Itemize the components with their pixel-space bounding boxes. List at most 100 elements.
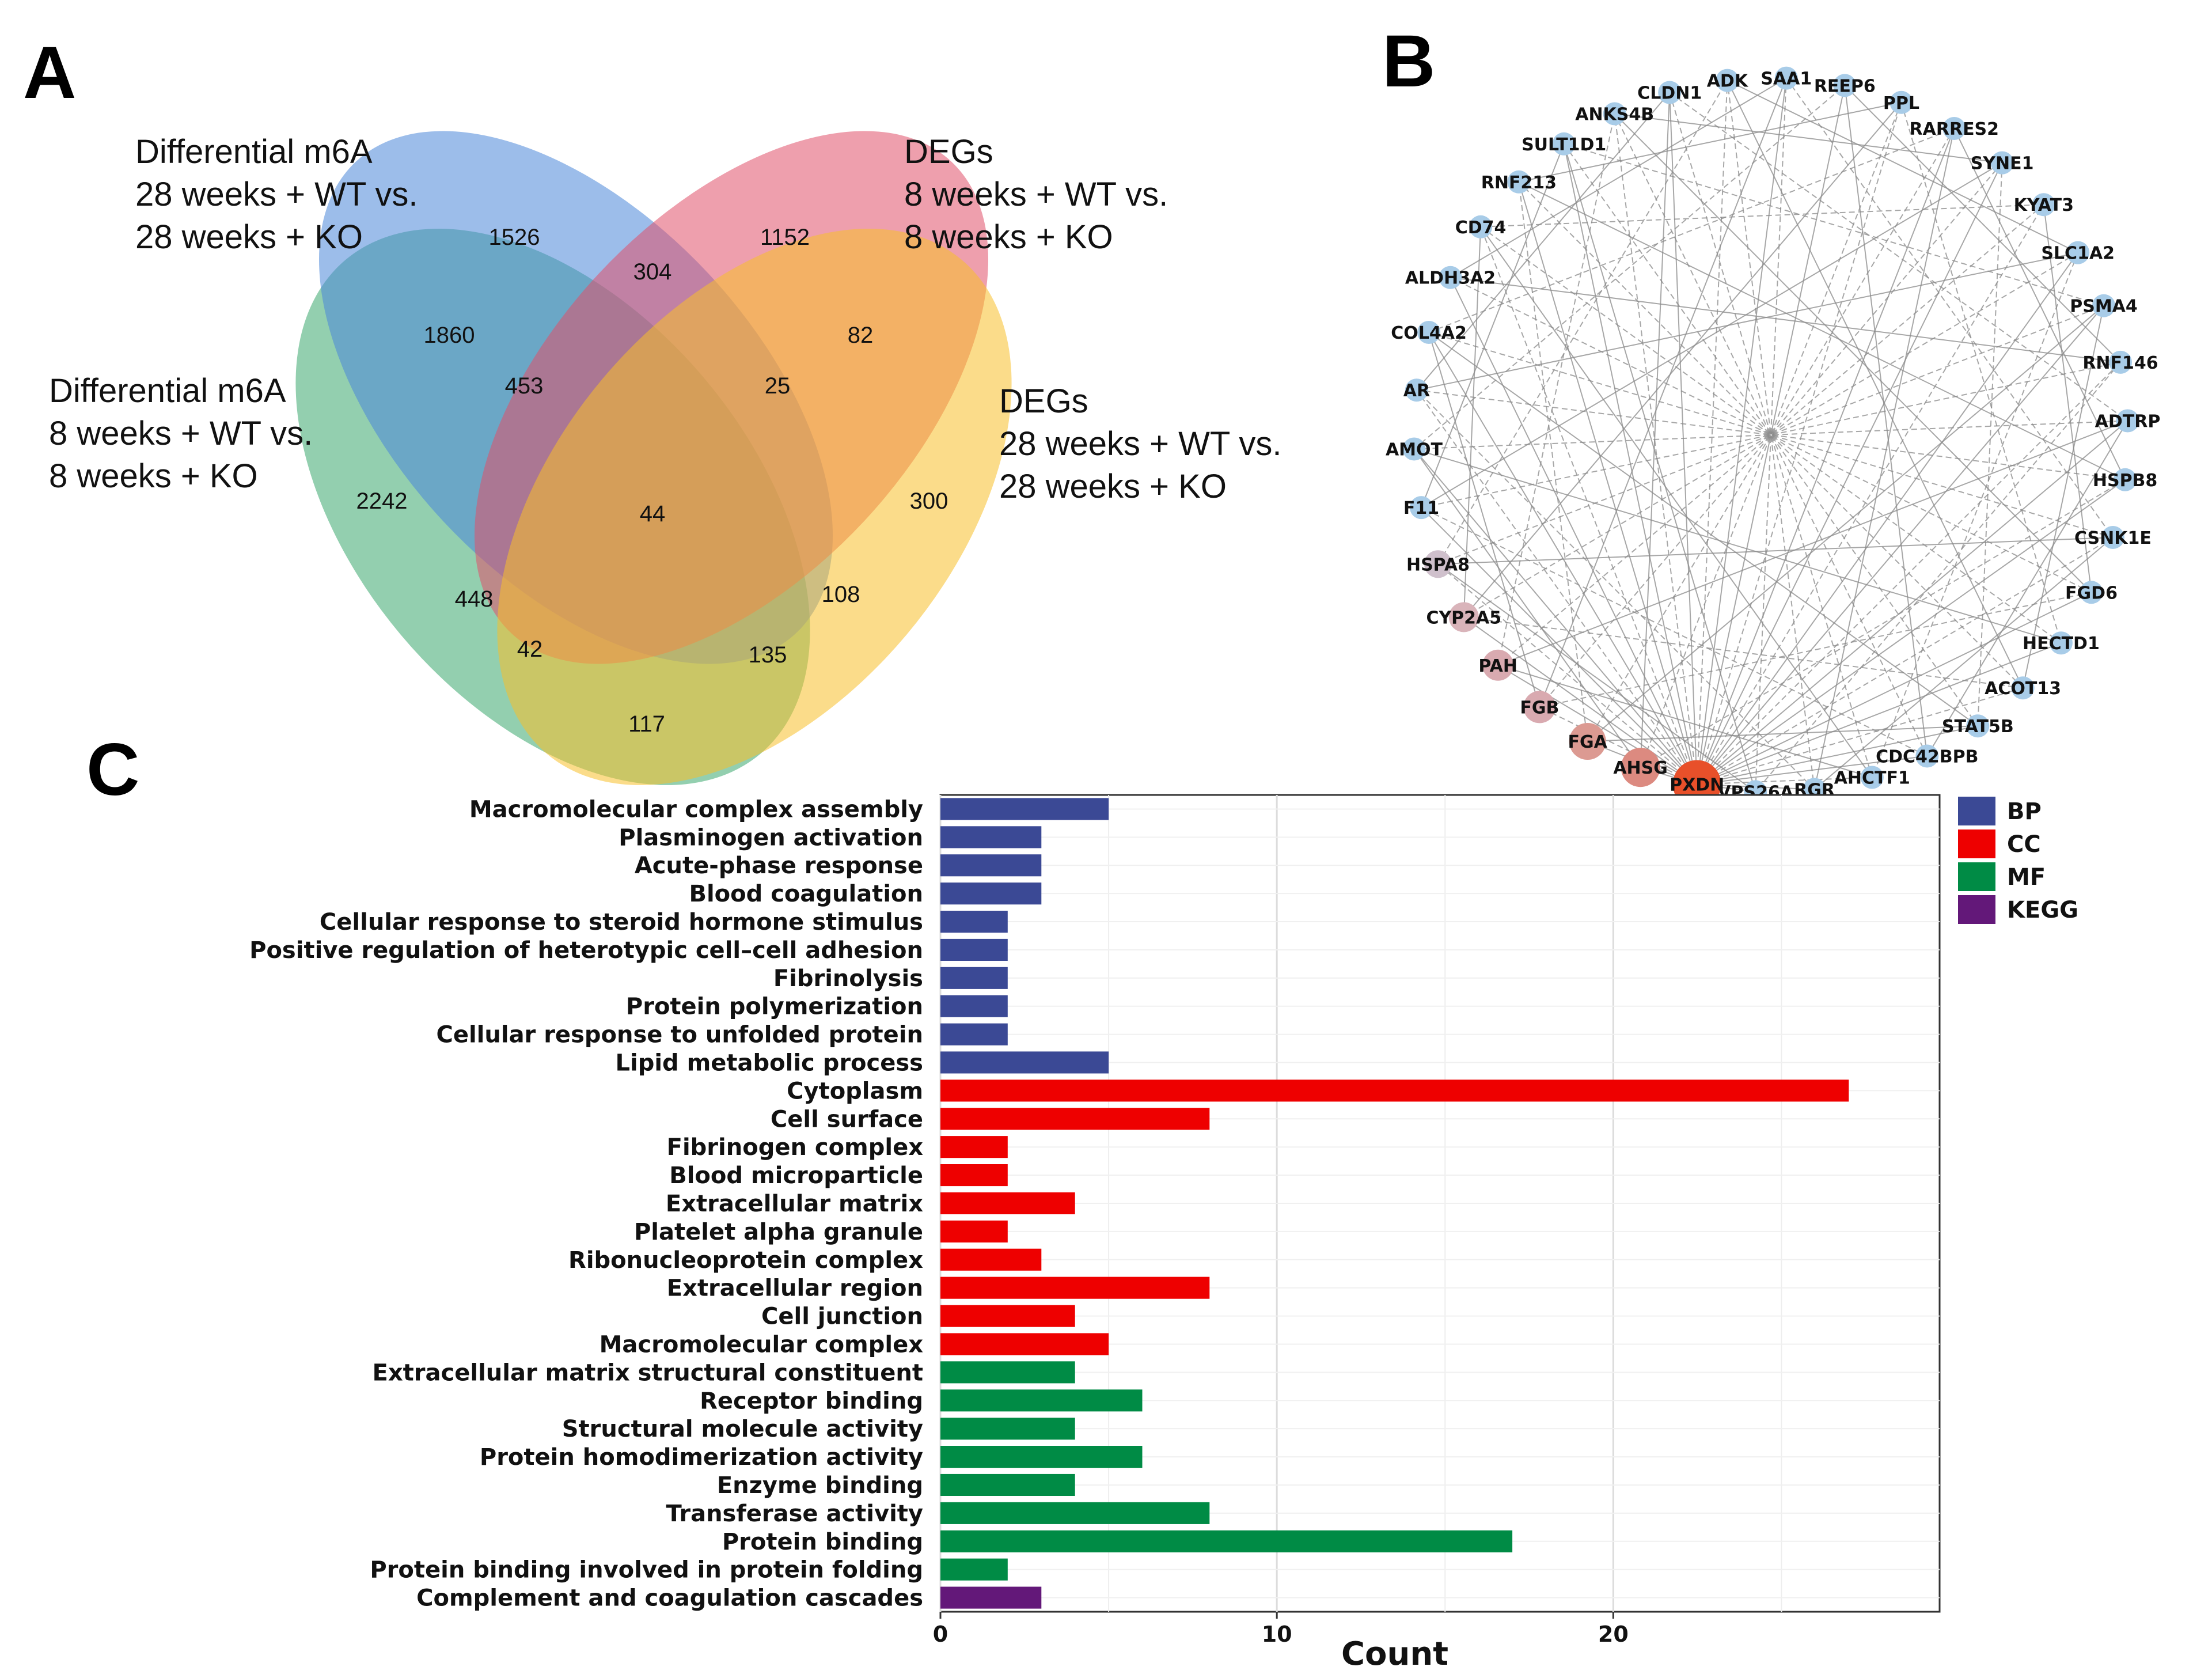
category-label: Fibrinogen complex (667, 1134, 924, 1161)
venn-set-label-green: Differential m6A 8 weeks + WT vs. 8 week… (49, 372, 313, 495)
x-tick-label: 0 (933, 1622, 948, 1647)
network-edge (1518, 181, 2024, 688)
network-edge (1696, 80, 1728, 785)
network-node-label: PAH (1478, 656, 1517, 676)
bar-chart: Macromolecular complex assemblyPlasminog… (249, 794, 2078, 1673)
category-label: Extracellular matrix (666, 1191, 923, 1217)
network-edge (1539, 592, 2092, 708)
grid-lines (939, 795, 1940, 1612)
network-node-label: F11 (1403, 498, 1439, 518)
network-node-label: SLC1A2 (2041, 244, 2115, 264)
bar-complement-and-coagulation-cascades (940, 1586, 1042, 1609)
network-node-label: AMOT (1386, 440, 1443, 460)
venn-set-label-red: DEGs 8 weeks + WT vs. 8 weeks + KO (904, 133, 1168, 256)
category-label: Receptor binding (700, 1388, 923, 1414)
venn-diagram (295, 131, 1012, 785)
network-edge (1587, 128, 1955, 742)
network-node-fgd6 (2080, 581, 2103, 604)
network-edge (1450, 276, 2121, 363)
network-edge (1450, 277, 1698, 785)
category-label: Transferase activity (666, 1501, 923, 1527)
network-edge (1696, 305, 2104, 785)
network-node-label: RNF146 (2082, 353, 2158, 373)
network-edge (1697, 776, 1872, 785)
network-node-hectd1 (2049, 631, 2073, 655)
venn-count: 304 (633, 259, 672, 285)
set-label-line: DEGs (904, 133, 993, 171)
network-node-label: FGD6 (2065, 583, 2118, 603)
network-edge (1437, 563, 1698, 785)
bar-cytoplasm (940, 1079, 1849, 1102)
network-edge (1844, 85, 1928, 756)
network-edge (1428, 128, 1955, 333)
category-label: Protein homodimerization activity (480, 1444, 923, 1471)
network-node-fga (1569, 723, 1606, 760)
network-edge (1539, 706, 1698, 785)
network-node-anks4b (1603, 102, 1626, 126)
network-edge (1755, 78, 1787, 792)
network-edge (1416, 92, 1670, 391)
network-node-label: PPL (1883, 93, 1919, 113)
category-label: Protein polymerization (626, 994, 923, 1020)
category-label: Protein binding (722, 1529, 923, 1555)
network-edge (1539, 78, 1787, 707)
network-edge (1614, 113, 2092, 593)
x-ticks: 0 10 20 (933, 1612, 1629, 1647)
network-edge (1428, 332, 1541, 707)
bar-fibrinogen-complex (940, 1136, 1008, 1158)
network-edge (1463, 102, 1902, 618)
network-edge (1450, 77, 1787, 278)
network-edge (1813, 537, 2114, 790)
network-edge (1696, 204, 2044, 785)
venn-count: 44 (640, 501, 666, 526)
category-label: Macromolecular complex assembly (469, 796, 923, 823)
network-node-hspa8 (1424, 550, 1452, 578)
set-label-line: Differential m6A (135, 133, 373, 171)
network-node-cldn1 (1658, 81, 1682, 104)
bar-lipid-metabolic-process (940, 1051, 1109, 1074)
network-edge (1697, 687, 2023, 785)
bar-marks (940, 798, 1849, 1609)
network-node-cd74 (1469, 215, 1493, 238)
bar-extracellular-matrix-structural-constituent (940, 1361, 1075, 1384)
network-node-label: STAT5B (1942, 717, 2014, 737)
network-node-aldh3a2 (1439, 266, 1462, 289)
category-label: Extracellular region (667, 1275, 923, 1302)
panel-letter-a: A (23, 32, 76, 114)
legend-label: KEGG (2007, 897, 2078, 923)
bar-enzyme-binding (940, 1474, 1075, 1496)
network-node-sult1d1 (1552, 132, 1576, 156)
network-node-label: COL4A2 (1391, 323, 1467, 343)
venn-count: 1152 (760, 225, 810, 250)
network-node-f11 (1410, 496, 1433, 520)
panel-b: B ADK SAA1 REEP6 PPL RARRES2 SYNE1 KYAT3 SLC1A2… (1382, 20, 2160, 809)
network-edge (1518, 181, 1698, 785)
network-node-col4a2 (1417, 321, 1441, 344)
x-axis-title: Count (1341, 1635, 1448, 1673)
network-edge (1640, 92, 1671, 768)
set-label-line: 28 weeks + WT vs. (135, 176, 418, 213)
network-edge (1669, 92, 2128, 422)
network-edge (1696, 102, 1902, 785)
network-edge (1614, 113, 1928, 756)
network-node-ppl (1890, 90, 1913, 114)
legend-swatch-kegg (1958, 895, 1995, 924)
network-node-slc1a2 (2066, 241, 2090, 264)
network-node-acot13 (2011, 676, 2035, 700)
network-edge (1480, 226, 2062, 644)
venn-count: 1860 (424, 323, 475, 348)
network-edge (1785, 78, 2114, 538)
network-edge (1727, 79, 2078, 253)
category-label: Acute-phase response (635, 853, 923, 879)
network-node-kyat3 (2032, 193, 2055, 217)
network-edge (1977, 162, 2003, 726)
network-node-label: ALDH3A2 (1405, 268, 1496, 289)
category-label: Fibrinolysis (773, 965, 923, 992)
bar-cellular-response-to-steroid-hormone-stimulus (940, 911, 1008, 933)
bar-ribonucleoprotein-complex (940, 1248, 1042, 1271)
venn-count: 42 (517, 637, 543, 662)
bar-blood-microparticle (940, 1164, 1008, 1187)
venn-count: 300 (910, 488, 948, 514)
bar-protein-homodimerization-activity (940, 1446, 1143, 1468)
network-edge (1421, 162, 2003, 508)
